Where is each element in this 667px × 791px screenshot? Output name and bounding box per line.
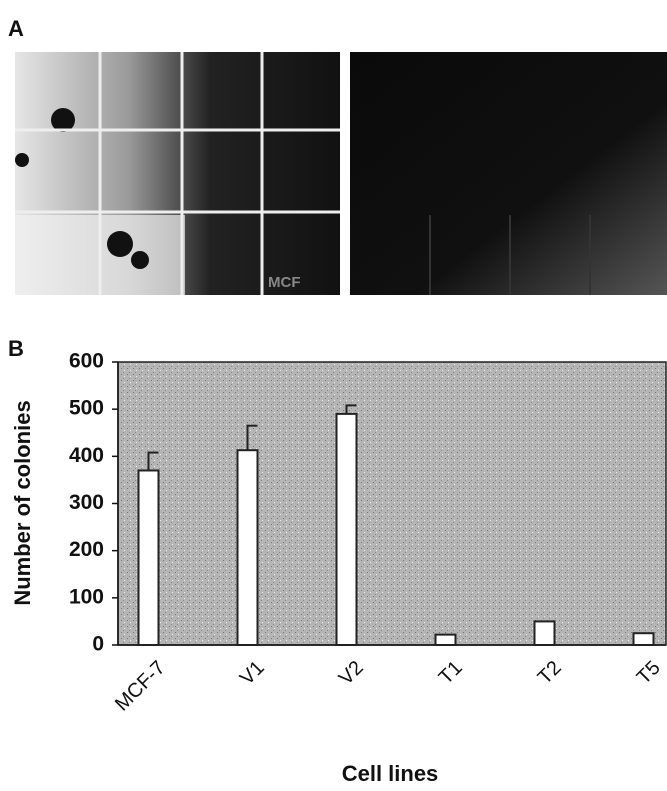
y-tick-label: 100: [69, 585, 104, 608]
bar: [434, 633, 457, 647]
x-tick-label: T5: [633, 657, 665, 689]
y-tick-label: 300: [69, 491, 104, 514]
y-tick-label: 400: [69, 444, 104, 467]
plot-area: [117, 361, 667, 646]
y-tick-label: 600: [69, 350, 104, 373]
x-tick-label: T2: [534, 657, 566, 689]
bar: [632, 632, 655, 646]
y-axis-title: Number of colonies: [10, 400, 35, 605]
x-tick-label: V2: [335, 657, 368, 690]
y-tick-label: 200: [69, 538, 104, 561]
x-tick-label: V1: [236, 657, 269, 690]
panel-label: B: [8, 336, 24, 361]
bar: [236, 449, 259, 646]
x-tick-label: MCF-7: [111, 657, 170, 716]
bar: [335, 412, 358, 646]
x-axis-title: Cell lines: [342, 761, 439, 786]
plate-image-right: [350, 52, 667, 295]
bar: [137, 469, 160, 646]
image-text: MCF: [268, 274, 301, 291]
x-tick-label: T1: [435, 657, 467, 689]
plate-image-left: MCF: [15, 52, 340, 295]
error-bar: [246, 424, 258, 451]
y-tick-label: 500: [69, 397, 104, 420]
y-tick-label: 0: [92, 633, 104, 656]
bar: [533, 620, 556, 647]
panel-label: A: [8, 16, 24, 41]
error-bar: [345, 404, 357, 414]
error-bar: [147, 451, 159, 471]
